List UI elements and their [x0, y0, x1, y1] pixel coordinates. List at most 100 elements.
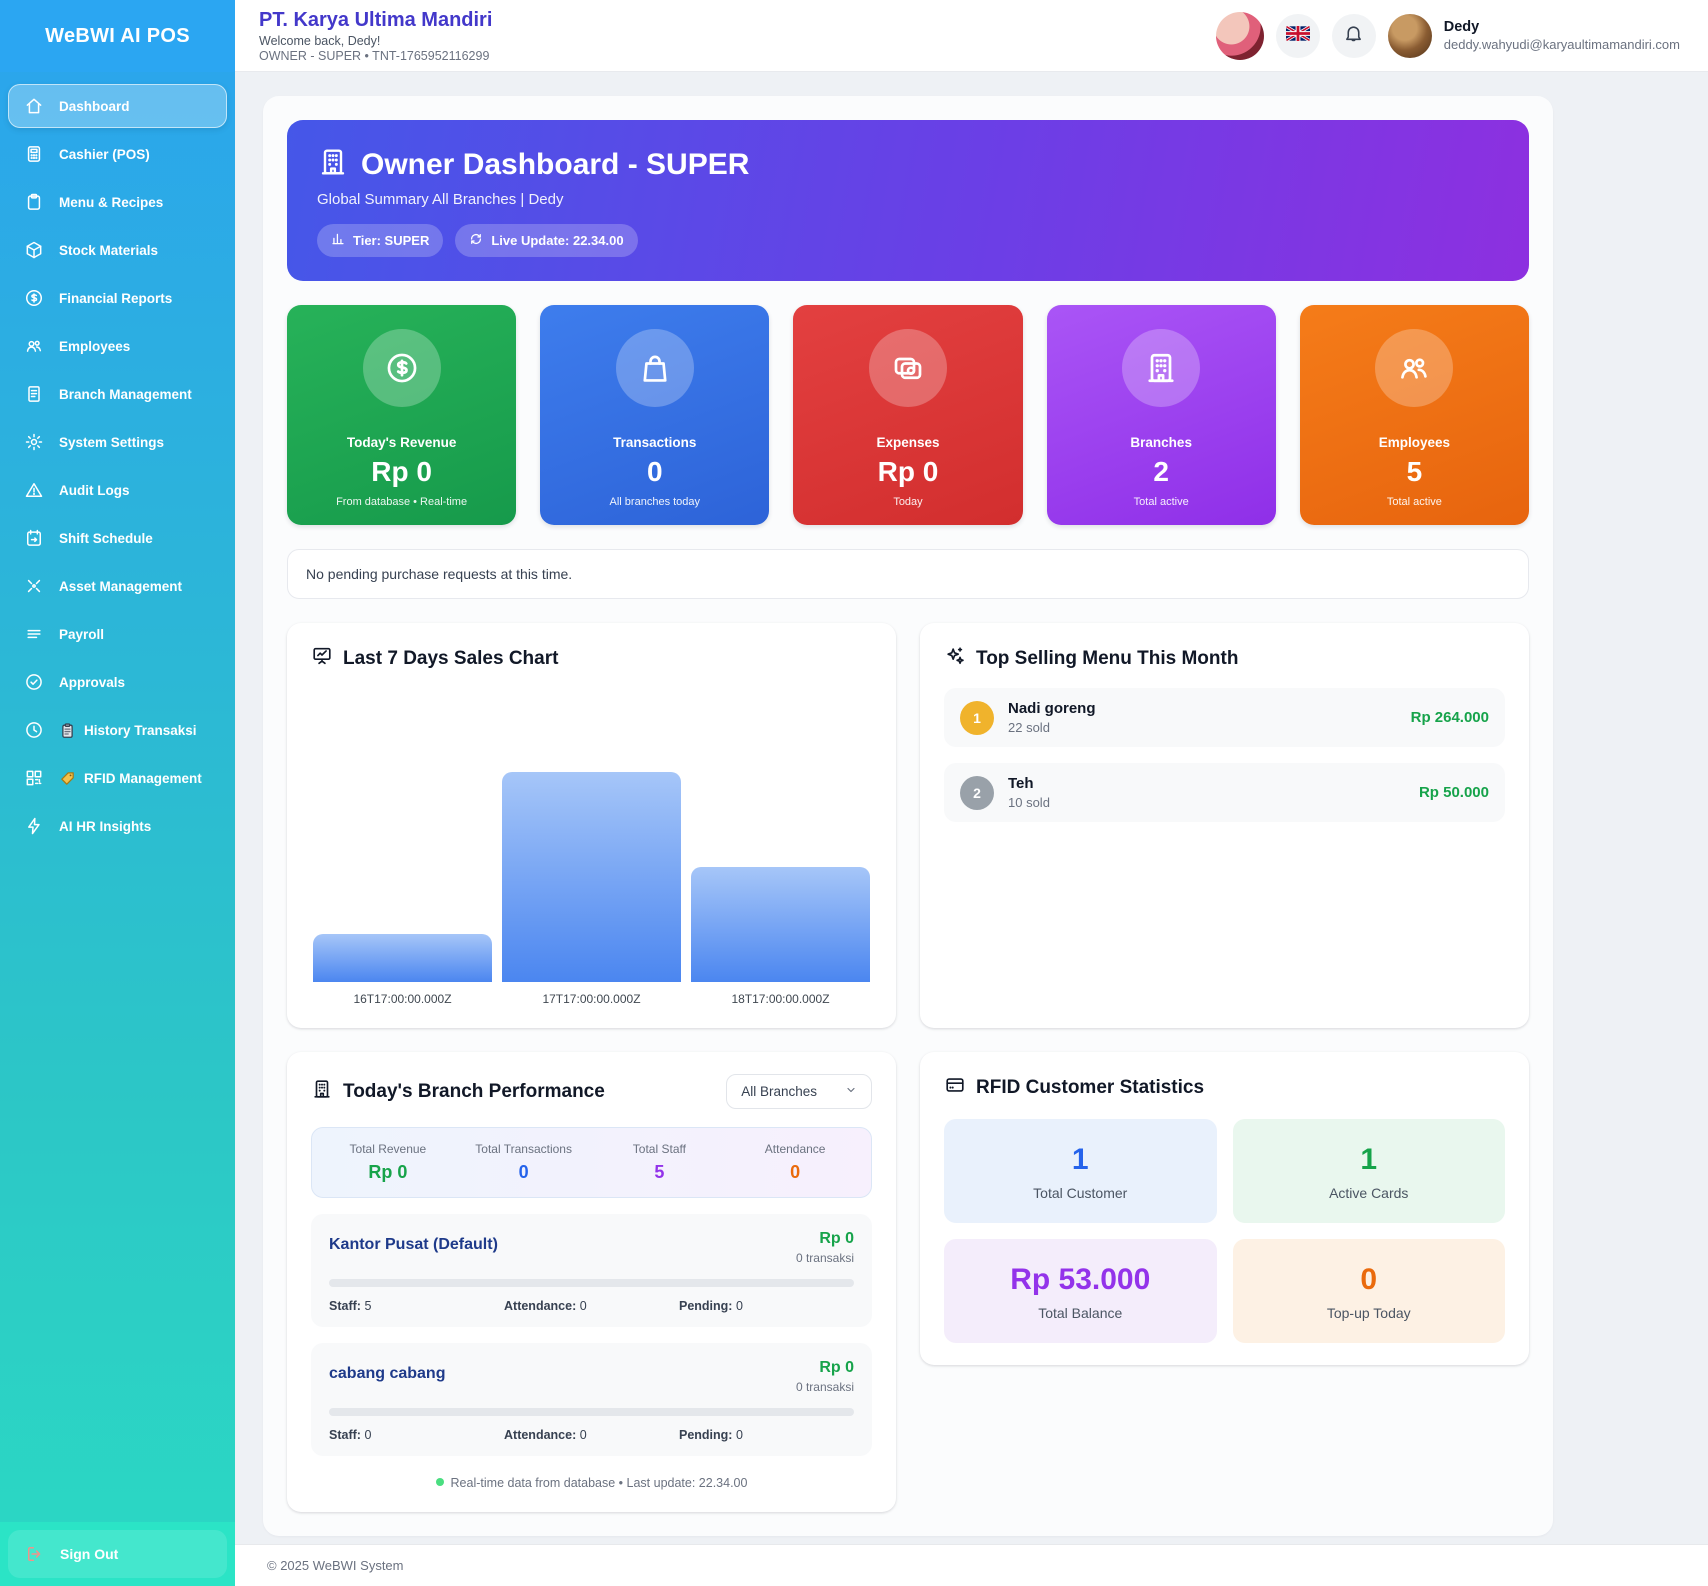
sidebar-item-label: Payroll: [59, 626, 105, 642]
app-logo: WeBWI AI POS: [0, 0, 235, 72]
document-icon: [23, 383, 45, 405]
notifications-button[interactable]: [1331, 13, 1376, 58]
people-icon: [1375, 329, 1454, 407]
rfid-tile-topup-today: 0 Top-up Today: [1232, 1239, 1505, 1343]
tag-emoji-icon: [59, 770, 76, 787]
sidebar-item-payroll[interactable]: Payroll: [8, 612, 227, 656]
sign-out-label: Sign Out: [60, 1546, 119, 1562]
sales-chart-card: Last 7 Days Sales Chart 16T17:00:00.000Z…: [287, 623, 896, 1028]
stat-card-revenue: Today's Revenue Rp 0 From database • Rea…: [287, 305, 517, 525]
chevron-down-icon: [845, 1084, 857, 1099]
sidebar-item-asset-management[interactable]: Asset Management: [8, 564, 227, 608]
page-title: Owner Dashboard - SUPER: [361, 147, 750, 181]
hero-subtitle: Global Summary All Branches | Dedy: [317, 191, 564, 208]
chart-x-label: 16T17:00:00.000Z: [353, 992, 452, 1006]
sidebar-item-employees[interactable]: Employees: [8, 324, 227, 368]
sidebar-item-label: Branch Management: [59, 386, 192, 402]
branch-row[interactable]: Kantor Pusat (Default) Rp 0 0 transaksi …: [311, 1214, 872, 1327]
presentation-chart-icon: [311, 645, 333, 672]
building-icon: [1122, 329, 1201, 407]
branch-transactions: 0 transaksi: [795, 1251, 854, 1265]
sparkles-icon: [944, 645, 966, 672]
clipboard-emoji-icon: [59, 722, 76, 739]
user-name: Dedy: [1443, 19, 1480, 35]
gear-icon: [23, 431, 45, 453]
sidebar-item-branch-management[interactable]: Branch Management: [8, 372, 227, 416]
uk-flag-icon: [1283, 23, 1313, 46]
stat-cards-row: Today's Revenue Rp 0 From database • Rea…: [287, 305, 1529, 525]
calculator-icon: [23, 143, 45, 165]
pending-requests-notice: No pending purchase requests at this tim…: [287, 549, 1529, 599]
welcome-text: Welcome back, Dedy!: [259, 33, 381, 48]
cube-icon: [23, 239, 45, 261]
dollar-circle-icon: [23, 287, 45, 309]
refresh-icon: [469, 232, 483, 249]
lines-icon: [23, 623, 45, 645]
role-tenant-line: OWNER - SUPER • TNT-1765952116299: [259, 48, 490, 63]
top-selling-item[interactable]: 1 Nadi goreng 22 sold Rp 264.000: [944, 688, 1505, 747]
stat-card-branches: Branches 2 Total active: [1046, 305, 1276, 525]
sidebar-item-dashboard[interactable]: Dashboard: [8, 84, 227, 128]
sidebar-item-shift-schedule[interactable]: Shift Schedule: [8, 516, 227, 560]
sidebar-item-rfid-management[interactable]: RFID Management: [8, 756, 227, 800]
total-transactions-value: 0: [518, 1162, 529, 1182]
calendar-icon: [23, 527, 45, 549]
asset-arrows-icon: [23, 575, 45, 597]
branch-staff-stat: Staff: 0: [329, 1428, 372, 1442]
decorative-avatar: [1215, 11, 1264, 60]
sign-out-button[interactable]: Sign Out: [8, 1530, 227, 1578]
sales-bar-chart: [311, 702, 872, 982]
clipboard-icon: [23, 191, 45, 213]
tier-badge: Tier: SUPER: [317, 224, 444, 257]
shopping-bag-icon: [615, 329, 694, 407]
attendance-value: 0: [790, 1162, 801, 1182]
top-selling-item[interactable]: 2 Teh 10 sold Rp 50.000: [944, 763, 1505, 822]
sidebar-item-label: AI HR Insights: [59, 818, 152, 834]
branch-transactions: 0 transaksi: [795, 1380, 854, 1394]
branch-attendance-stat: Attendance: 0: [504, 1428, 587, 1442]
sidebar-item-label: Shift Schedule: [59, 530, 153, 546]
rfid-tile-total-customer: 1 Total Customer: [944, 1119, 1217, 1223]
header-left: PT. Karya Ultima Mandiri Welcome back, D…: [259, 9, 492, 63]
realtime-footer-note: Real-time data from database • Last upda…: [311, 1476, 872, 1490]
sidebar-item-label: RFID Management: [84, 770, 202, 786]
user-avatar[interactable]: [1387, 13, 1432, 58]
sidebar-item-approvals[interactable]: Approvals: [8, 660, 227, 704]
sidebar-item-ai-hr-insights[interactable]: AI HR Insights: [8, 804, 227, 848]
warning-triangle-icon: [23, 479, 45, 501]
bell-icon: [1343, 23, 1364, 49]
branch-performance-card: Today's Branch Performance All Branches …: [287, 1052, 896, 1512]
sidebar-item-stock[interactable]: Stock Materials: [8, 228, 227, 272]
copyright-text: © 2025 WeBWI System: [267, 1558, 404, 1573]
logout-icon: [24, 1543, 46, 1565]
sidebar-item-history-transaksi[interactable]: History Transaksi: [8, 708, 227, 752]
branch-progress-bar: [329, 1408, 854, 1416]
bar-chart-icon: [331, 232, 345, 249]
branch-progress-bar: [329, 1279, 854, 1287]
branch-filter-select[interactable]: All Branches: [726, 1074, 872, 1109]
sidebar-item-financial[interactable]: Financial Reports: [8, 276, 227, 320]
company-name: PT. Karya Ultima Mandiri: [259, 8, 493, 31]
sidebar-item-cashier[interactable]: Cashier (POS): [8, 132, 227, 176]
branch-revenue: Rp 0: [819, 1359, 854, 1376]
sidebar-nav: Dashboard Cashier (POS) Menu & Recipes S…: [0, 72, 235, 850]
sidebar-item-label: Employees: [59, 338, 131, 354]
qr-icon: [23, 767, 45, 789]
hero-banner: Owner Dashboard - SUPER Global Summary A…: [287, 120, 1529, 281]
total-staff-value: 5: [654, 1162, 665, 1182]
branch-name: Kantor Pusat (Default): [329, 1236, 498, 1253]
chart-bar: [502, 772, 681, 982]
menu-item-amount: Rp 264.000: [1410, 709, 1489, 726]
people-icon: [23, 335, 45, 357]
language-flag-button[interactable]: [1275, 13, 1320, 58]
branch-row[interactable]: cabang cabang Rp 0 0 transaksi Staff: 0 …: [311, 1343, 872, 1456]
sidebar-item-audit-logs[interactable]: Audit Logs: [8, 468, 227, 512]
header-right: Dedy deddy.wahyudi@karyaultimamandiri.co…: [1215, 11, 1680, 60]
sales-chart-title: Last 7 Days Sales Chart: [343, 647, 559, 669]
top-header: PT. Karya Ultima Mandiri Welcome back, D…: [235, 0, 1708, 72]
menu-item-amount: Rp 50.000: [1418, 784, 1489, 801]
stat-card-expenses: Expenses Rp 0 Today: [793, 305, 1023, 525]
sidebar-item-menu-recipes[interactable]: Menu & Recipes: [8, 180, 227, 224]
sidebar-item-system-settings[interactable]: System Settings: [8, 420, 227, 464]
